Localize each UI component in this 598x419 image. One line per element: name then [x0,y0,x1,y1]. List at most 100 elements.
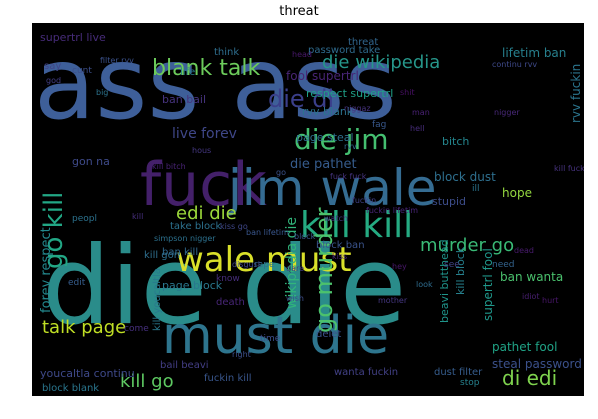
word-need: need [492,260,515,270]
word-beavi-butthead: beavi butthead [438,239,451,323]
word-must-die: must die [162,306,389,366]
word-fuck-fuck: fuck fuck [330,172,367,181]
word-steal-password: steal password [492,357,582,371]
word-kiss: kiss [332,252,347,261]
word-stupid: stupid [432,195,466,208]
word-page-steal: page steal [296,131,354,144]
word-ban-bail: ban bail [162,93,206,106]
word-kill-fuck: kill fuck [554,164,584,173]
word-hous: hous [192,146,211,155]
word-life: life [180,67,195,78]
word-page-block: page block [162,279,223,292]
word-die-wikipedia: die wikipedia [322,52,440,73]
word-kiss-go: kiss go [220,222,248,231]
word-lifetim-ban: lifetim ban [502,46,566,60]
word-rvv-blank: rvv blank [302,105,354,118]
word-watch: watch [324,214,348,223]
word-death: death [216,297,245,308]
word-kill-youcaltla: kill youcaltla [152,268,163,331]
word-rvv: rvv [344,142,357,151]
word-block: block [294,232,316,241]
word-go-kill: go kill [39,192,69,269]
word-youcaltla-continu: youcaltla continu [40,367,135,380]
word-die-jim: die jim [294,123,389,156]
word-edit: edit [68,278,86,288]
word-fuckin: fuckin [352,196,376,205]
word-rvv-fuckin: rvv fuckin [569,64,583,123]
word-dare: dare [286,264,304,273]
word-forev-respect: forev respect [39,227,54,313]
word-head: head [292,50,312,59]
word-dust-filter: dust filter [434,367,483,378]
word-kill-go: kill go [120,371,174,392]
word-wish: wish [286,294,304,303]
word-nigger: nigger [494,108,520,117]
word-know: know [216,274,240,284]
word-kill-gon: kill gon [144,250,180,261]
word-take-block: take block [170,221,222,232]
word-fool-supertrl: fool supertrl [286,69,359,83]
word-man: man [412,108,430,117]
word-come: come [124,324,149,334]
word-delet: delet [316,329,341,340]
word-rape: rape [254,260,275,270]
word-fag: fag [372,120,386,130]
word-time: time [260,334,281,344]
word-simpson-nigger: simpson nigger [154,234,216,243]
word-look: look [416,280,433,289]
chart-title: threat [279,4,319,19]
word-ban-lifetim: ban lifetim [246,228,289,237]
word-kill-block: kill block [454,246,467,295]
word-cunt: cunt [72,66,92,76]
word-respect-supertrl: respect supertrl [306,87,393,100]
word-mother: mother [378,296,408,305]
word-wale-must: wale must [176,240,352,280]
word-think: think [214,47,239,58]
word-ban-kill: ban kill [162,247,198,258]
word-god: god [46,76,61,85]
word-peopl: peopl [72,214,97,224]
word-threat: threat [348,37,378,48]
word-right: right [232,350,251,359]
word-block-blank: block blank [42,383,99,394]
word-blank-talk: blank talk [152,56,260,81]
word-kill-bitch: kill bitch [152,162,186,171]
word-see: see [444,260,460,270]
word-niggaz: niggaz [344,104,371,113]
word-filter-rvv: filter rvv [100,56,134,65]
word-cloud-canvas: ass ass die die fuck jim wale must die wale m… [32,23,584,396]
word-edi-die: edi die [176,203,237,224]
word-dead: dead [514,246,534,255]
word-continu-rvv: continu rvv [492,60,537,69]
word-kill: kill [132,212,143,221]
word-block-ban: block ban [316,240,365,251]
word-go-murder: go murder [310,207,338,333]
word-disgust: disgust [232,260,261,269]
word-ass-ass: ass ass [34,25,397,142]
word-password-take: password take [308,45,380,56]
word-fuck: fuck [140,150,267,220]
word-wikipedia-die: wikipedia die [284,217,300,309]
word-die-di: die di [268,85,334,113]
word-ill: ill [472,184,480,194]
word-big: big [96,88,108,97]
word-talk-page: talk page [42,317,126,338]
word-die-pathet: die pathet [290,157,357,172]
word-di-edi: di edi [502,366,557,390]
word-ban-wanta: ban wanta [500,270,563,284]
word-idiot: idiot [522,292,540,301]
word-stop: stop [460,378,480,388]
word-gon-na: gon na [72,155,110,168]
word-bitch: bitch [442,135,469,148]
word-hell: hell [410,124,424,133]
word-go: go [276,168,286,177]
word-jim-wale: jim wale [227,159,437,217]
word-pathet-fool: pathet fool [492,340,557,354]
word-fuckin-lifetim: fuckin lifetim [366,206,418,215]
word-murder-go: murder go [420,235,514,256]
word-supertrl-live: supertrl live [40,31,106,44]
word-hurt: hurt [542,296,559,305]
word-die-die: die die [42,224,406,349]
word-wanta-fuckin: wanta fuckin [334,367,398,378]
